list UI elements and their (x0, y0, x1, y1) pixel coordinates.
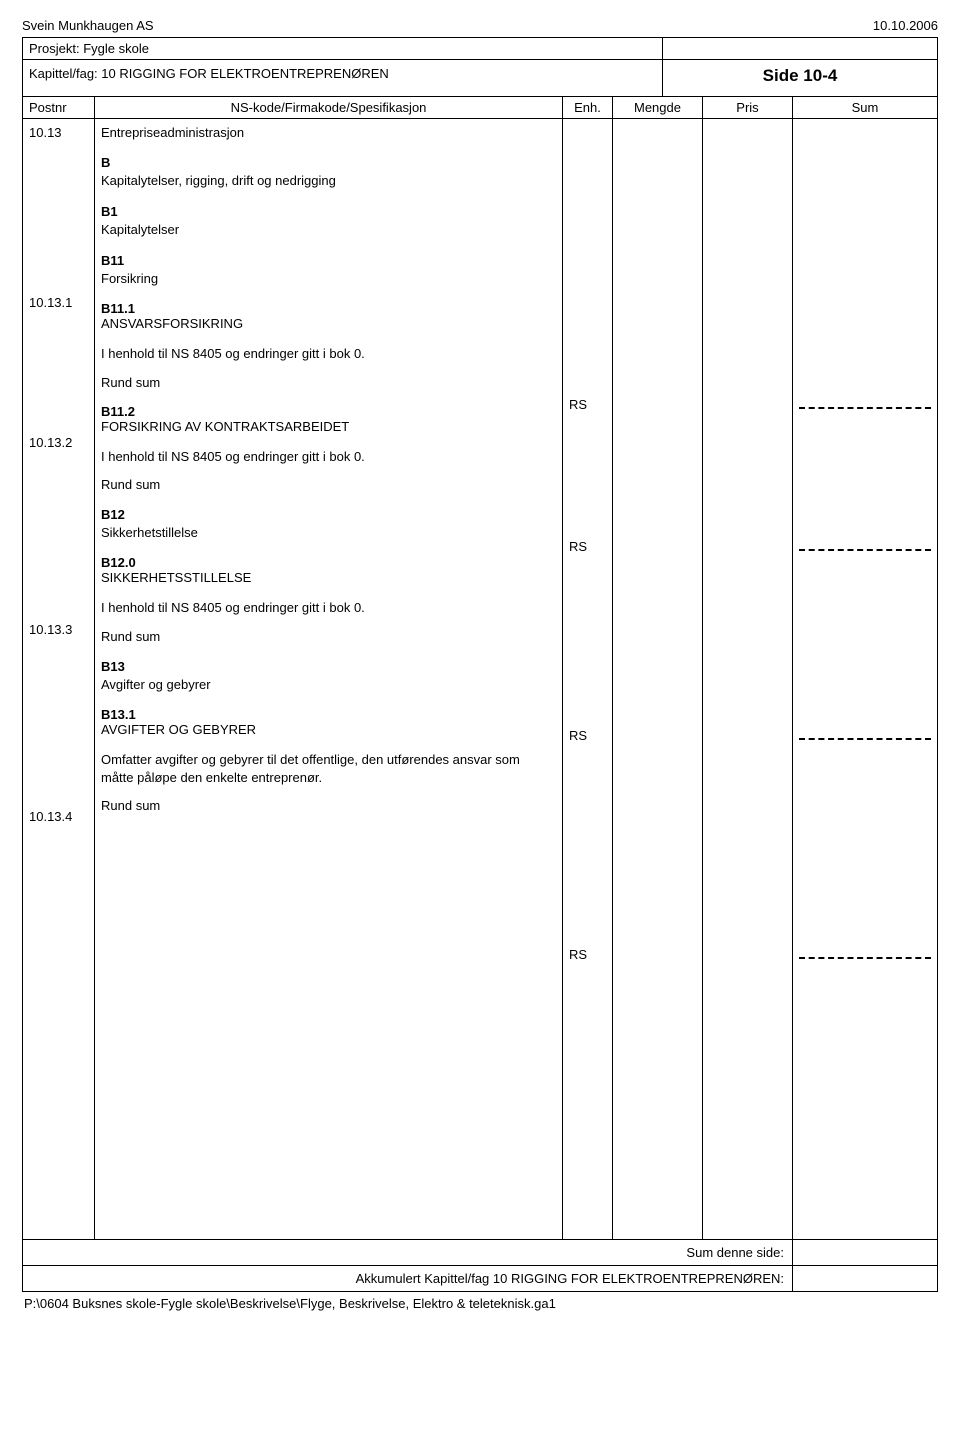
project-spacer (663, 38, 937, 60)
col-pris-body (703, 119, 793, 1239)
project-label: Prosjekt: (29, 41, 80, 56)
sum-dash-4 (799, 953, 931, 959)
b11-text: Forsikring (101, 270, 556, 288)
sum-dash-2 (799, 545, 931, 551)
b11-1-note: I henhold til NS 8405 og endringer gitt … (101, 345, 556, 363)
b11-2-code: B11.2 (101, 404, 135, 419)
table-header-row: Postnr NS-kode/Firmakode/Spesifikasjon E… (23, 97, 937, 119)
footer-akk: Akkumulert Kapittel/fag 10 RIGGING FOR E… (23, 1266, 937, 1291)
header-postnr: Postnr (23, 97, 95, 118)
footer-sum-side-value (793, 1240, 937, 1265)
rs-4: RS (569, 947, 606, 962)
entry-10-13-4: B13.1 AVGIFTER OG GEBYRER Omfatter avgif… (101, 707, 556, 813)
rs-3: RS (569, 728, 606, 743)
footer-akk-value (793, 1266, 937, 1291)
postnr-10-13-1: 10.13.1 (29, 295, 88, 310)
header-enh: Enh. (563, 97, 613, 118)
b1-code: B1 (101, 203, 556, 221)
rs-1: RS (569, 397, 606, 412)
b11-2-title: FORSIKRING AV KONTRAKTSARBEIDET (101, 419, 349, 434)
project-cell: Prosjekt: Fygle skole (23, 38, 663, 60)
footer-sum-side-label: Sum denne side: (23, 1240, 793, 1265)
page-side-label: Side 10-4 (663, 60, 937, 97)
b11-code: B11 (101, 252, 556, 270)
postnr-10-13-2: 10.13.2 (29, 435, 88, 450)
company-name: Svein Munkhaugen AS (22, 18, 154, 33)
col-mengde-body (613, 119, 703, 1239)
postnr-10-13-3: 10.13.3 (29, 622, 88, 637)
b1-text: Kapitalytelser (101, 221, 556, 239)
table-body: 10.13 10.13.1 10.13.2 10.13.3 10.13.4 En… (23, 119, 937, 1239)
b13-1-note: Omfatter avgifter og gebyrer til det off… (101, 751, 521, 786)
document-frame: Prosjekt: Fygle skole Kapittel/fag: 10 R… (22, 37, 938, 1292)
footer-lines: Sum denne side: Akkumulert Kapittel/fag … (23, 1239, 937, 1291)
b12-0-code: B12.0 (101, 555, 136, 570)
b11-2-note: I henhold til NS 8405 og endringer gitt … (101, 448, 556, 466)
entry-title: Entrepriseadministrasjon (101, 125, 556, 140)
b11-1-title: ANSVARSFORSIKRING (101, 316, 243, 331)
b13-text: Avgifter og gebyrer (101, 676, 556, 694)
header-sum: Sum (793, 97, 937, 118)
project-name: Fygle skole (83, 41, 149, 56)
b13-1-title: AVGIFTER OG GEBYRER (101, 722, 256, 737)
page: Svein Munkhaugen AS 10.10.2006 Prosjekt:… (0, 0, 960, 1433)
file-path: P:\0604 Buksnes skole-Fygle skole\Beskri… (22, 1292, 938, 1311)
col-sum-body (793, 119, 937, 1239)
project-row: Prosjekt: Fygle skole (23, 38, 937, 60)
header-pris: Pris (703, 97, 793, 118)
header-spec: NS-kode/Firmakode/Spesifikasjon (95, 97, 563, 118)
sum-dash-1 (799, 403, 931, 409)
header-mengde: Mengde (613, 97, 703, 118)
entry-10-13-1: B11.1 ANSVARSFORSIKRING I henhold til NS… (101, 301, 556, 390)
b12-0-rund: Rund sum (101, 629, 556, 644)
col-postnr-body: 10.13 10.13.1 10.13.2 10.13.3 10.13.4 (23, 119, 95, 1239)
entry-10-13: Entrepriseadministrasjon B Kapitalytelse… (101, 125, 556, 287)
rs-2: RS (569, 539, 606, 554)
chapter-text: 10 RIGGING FOR ELEKTROENTREPRENØREN (101, 66, 389, 81)
b12-code: B12 (101, 506, 556, 524)
entry-10-13-2: B11.2 FORSIKRING AV KONTRAKTSARBEIDET I … (101, 404, 556, 542)
chapter-row: Kapittel/fag: 10 RIGGING FOR ELEKTROENTR… (23, 60, 937, 97)
b12-0-note: I henhold til NS 8405 og endringer gitt … (101, 599, 556, 617)
postnr-10-13: 10.13 (29, 125, 88, 140)
b-code: B (101, 154, 556, 172)
col-enh-body: RS RS RS RS (563, 119, 613, 1239)
b12-0-title: SIKKERHETSSTILLELSE (101, 570, 251, 585)
entry-10-13-3: B12.0 SIKKERHETSSTILLELSE I henhold til … (101, 555, 556, 693)
postnr-10-13-4: 10.13.4 (29, 809, 88, 824)
document-date: 10.10.2006 (873, 18, 938, 33)
b13-code: B13 (101, 658, 556, 676)
footer-sum-side: Sum denne side: (23, 1240, 937, 1266)
sum-dash-3 (799, 734, 931, 740)
col-spec-body: Entrepriseadministrasjon B Kapitalytelse… (95, 119, 563, 1239)
b12-text: Sikkerhetstillelse (101, 524, 556, 542)
chapter-label: Kapittel/fag: (29, 66, 98, 81)
b11-1-code: B11.1 (101, 301, 135, 316)
b11-2-rund: Rund sum (101, 477, 556, 492)
b13-1-rund: Rund sum (101, 798, 556, 813)
b13-1-code: B13.1 (101, 707, 136, 722)
b11-1-rund: Rund sum (101, 375, 556, 390)
top-bar: Svein Munkhaugen AS 10.10.2006 (22, 18, 938, 33)
footer-akk-label: Akkumulert Kapittel/fag 10 RIGGING FOR E… (23, 1266, 793, 1291)
b-text: Kapitalytelser, rigging, drift og nedrig… (101, 172, 556, 190)
chapter-cell: Kapittel/fag: 10 RIGGING FOR ELEKTROENTR… (23, 60, 663, 97)
